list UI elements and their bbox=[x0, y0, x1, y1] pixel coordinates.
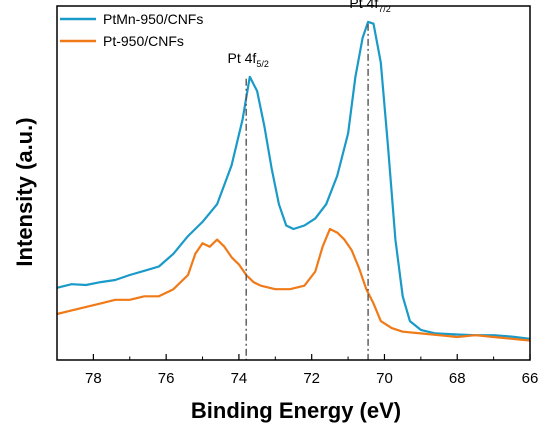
series-line-1 bbox=[56, 20, 531, 340]
x-tick-label: 74 bbox=[231, 370, 248, 387]
y-axis-title: Intensity (a.u.) bbox=[12, 117, 37, 266]
x-tick-label: 72 bbox=[303, 370, 320, 387]
annotation-group: Pt 4f5/2Pt 4f7/2 bbox=[228, 0, 391, 360]
x-tick-label: 68 bbox=[449, 370, 466, 387]
x-tick-label: 66 bbox=[522, 370, 539, 387]
legend-label-1: PtMn-950/CNFs bbox=[103, 11, 203, 27]
plot-frame bbox=[56, 5, 531, 361]
x-tick-label: 70 bbox=[376, 370, 393, 387]
legend-label-2: Pt-950/CNFs bbox=[103, 33, 184, 49]
peak-label-2: Pt 4f7/2 bbox=[349, 0, 390, 14]
plot-area bbox=[56, 20, 531, 342]
legend: PtMn-950/CNFs Pt-950/CNFs bbox=[60, 11, 203, 49]
x-axis-title: Binding Energy (eV) bbox=[191, 398, 401, 423]
peak-label-1: Pt 4f5/2 bbox=[228, 50, 269, 69]
x-tick-label: 76 bbox=[158, 370, 175, 387]
axes-group: 78 76 74 72 70 68 66 bbox=[56, 5, 539, 387]
series-line-2 bbox=[56, 227, 531, 342]
peak-label-subscript: 5/2 bbox=[256, 59, 269, 69]
x-tick-label: 78 bbox=[85, 370, 102, 387]
peak-label-main: Pt 4f bbox=[228, 50, 257, 66]
peak-label-subscript: 7/2 bbox=[378, 4, 391, 14]
